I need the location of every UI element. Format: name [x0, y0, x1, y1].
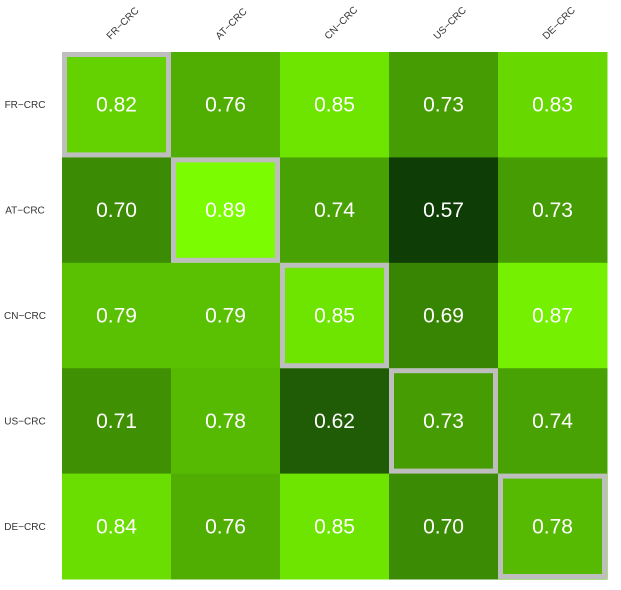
- heatmap-cell: [280, 52, 390, 158]
- heatmap-cell: [389, 262, 499, 369]
- cell-value-label: 0.85: [314, 94, 355, 117]
- heatmap-cell: [171, 368, 281, 475]
- heatmap-cell: [389, 157, 499, 264]
- diagonal-highlight-box: [280, 262, 389, 369]
- column-tick-label: CN−CRC: [323, 5, 360, 42]
- cell-value-label: 0.70: [423, 515, 464, 538]
- cell-value-label: 0.74: [314, 199, 355, 222]
- heatmap-cell: [389, 473, 499, 580]
- cell-value-label: 0.76: [205, 94, 246, 117]
- heatmap-cell: [62, 368, 172, 475]
- heatmap-cell: [280, 368, 390, 475]
- cell-value-label: 0.69: [423, 305, 464, 328]
- column-tick-label: US−CRC: [432, 5, 469, 42]
- heatmap-cell: [280, 262, 390, 369]
- cell-value-label: 0.83: [532, 94, 573, 117]
- row-tick-label: CN−CRC: [4, 311, 46, 322]
- heatmap-cell: [389, 368, 499, 475]
- heatmap-cell: [498, 368, 608, 475]
- cell-value-label: 0.78: [205, 410, 246, 433]
- cell-value-label: 0.73: [423, 410, 464, 433]
- heatmap-cell: [498, 52, 608, 158]
- cell-value-label: 0.84: [96, 515, 137, 538]
- cell-value-label: 0.85: [314, 305, 355, 328]
- diagonal-highlight-box: [498, 473, 607, 580]
- cell-value-label: 0.62: [314, 410, 355, 433]
- cell-value-label: 0.89: [205, 199, 246, 222]
- heatmap-cell: [171, 262, 281, 369]
- cell-value-label: 0.78: [532, 515, 573, 538]
- row-tick-label: FR−CRC: [5, 100, 46, 111]
- diagonal-highlight-box: [62, 52, 171, 158]
- heatmap-cell: [171, 157, 281, 264]
- column-tick-label: AT−CRC: [214, 6, 250, 42]
- cell-value-label: 0.73: [532, 199, 573, 222]
- cell-value-label: 0.79: [96, 305, 137, 328]
- heatmap-cell: [62, 157, 172, 264]
- cell-value-label: 0.85: [314, 515, 355, 538]
- diagonal-highlight-box: [389, 368, 498, 474]
- diagonal-highlight-box: [171, 157, 280, 263]
- cell-value-label: 0.74: [532, 410, 573, 433]
- heatmap-cell: [280, 157, 390, 264]
- cell-value-label: 0.73: [423, 94, 464, 117]
- row-tick-label: DE−CRC: [4, 522, 45, 533]
- column-tick-label: DE−CRC: [541, 5, 578, 42]
- column-tick-label: FR−CRC: [105, 5, 142, 42]
- heatmap-cell: [498, 473, 608, 580]
- heatmap-cell: [171, 473, 281, 580]
- heatmap-cell: [498, 157, 608, 264]
- heatmap-cell: [62, 262, 172, 369]
- row-tick-label: AT−CRC: [5, 206, 45, 217]
- heatmap-cell: [389, 52, 499, 158]
- heatmap-cell: [498, 262, 608, 369]
- row-tick-label: US−CRC: [4, 416, 45, 427]
- heatmap-cell: [280, 473, 390, 580]
- cell-value-label: 0.57: [423, 199, 464, 222]
- heatmap-cell: [171, 52, 281, 158]
- cell-value-label: 0.87: [532, 305, 573, 328]
- heatmap-cell: [62, 473, 172, 580]
- cell-value-label: 0.82: [96, 94, 137, 117]
- cell-value-label: 0.79: [205, 305, 246, 328]
- heatmap-cell: [62, 52, 172, 158]
- cell-value-label: 0.76: [205, 515, 246, 538]
- cell-value-label: 0.70: [96, 199, 137, 222]
- cell-value-label: 0.71: [96, 410, 137, 433]
